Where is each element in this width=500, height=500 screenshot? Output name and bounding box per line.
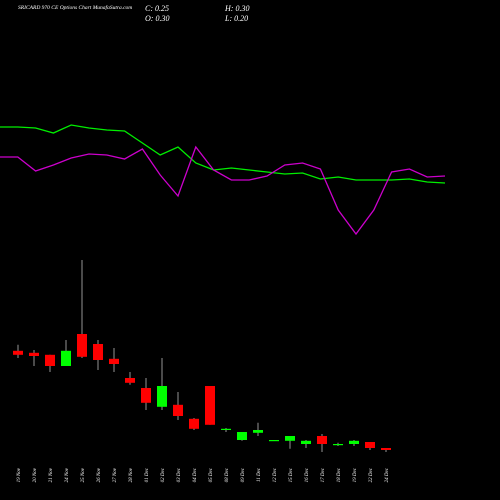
x-tick-label: 20 Nov	[33, 467, 38, 482]
candle-body	[301, 440, 311, 444]
x-tick-label: 04 Dec	[193, 467, 198, 482]
candle-body	[141, 388, 151, 403]
indicator-line	[0, 145, 446, 236]
candle-body	[349, 440, 359, 444]
x-tick-label: 17 Dec	[321, 467, 326, 482]
x-tick-label: 24 Nov	[65, 467, 70, 482]
candle-body	[317, 436, 327, 444]
x-tick-label: 19 Dec	[353, 467, 358, 482]
x-tick-label: 21 Nov	[49, 467, 54, 482]
candle-body	[61, 350, 71, 366]
candle-body	[29, 352, 39, 356]
x-tick-label: 27 Nov	[113, 467, 118, 482]
x-tick-label: 12 Dec	[273, 467, 278, 482]
header-high: H: 0.30	[224, 4, 249, 13]
candle-body	[253, 430, 263, 433]
indicator-line	[0, 124, 446, 184]
candle-body	[269, 440, 279, 442]
candle-body	[189, 418, 199, 429]
x-tick-label: 02 Dec	[161, 467, 166, 482]
x-tick-label: 08 Dec	[225, 467, 230, 482]
x-tick-label: 26 Nov	[97, 467, 102, 482]
x-tick-label: 22 Dec	[369, 467, 374, 482]
x-tick-label: 09 Dec	[241, 467, 246, 482]
x-tick-label: 25 Nov	[81, 467, 86, 482]
candle-body	[237, 432, 247, 440]
candle-body	[77, 334, 87, 357]
candle-body	[205, 386, 215, 425]
x-tick-label: 11 Dec	[257, 467, 262, 482]
x-tick-label: 01 Dec	[145, 467, 150, 482]
x-tick-label: 19 Nov	[17, 467, 22, 482]
x-tick-label: 15 Dec	[289, 467, 294, 482]
x-tick-label: 28 Nov	[129, 467, 134, 482]
header-open: O: 0.30	[145, 14, 169, 23]
candle-body	[173, 404, 183, 416]
candle-body	[381, 448, 391, 450]
chart-title: SRICARD 970 CE Options Chart MunafaSutra…	[18, 4, 132, 11]
candle-body	[45, 354, 55, 366]
candle-body	[109, 358, 119, 364]
header-low: L: 0.20	[224, 14, 248, 23]
candle-body	[285, 436, 295, 441]
x-tick-label: 18 Dec	[337, 467, 342, 482]
x-tick-label: 24 Dec	[385, 467, 390, 482]
candle-body	[221, 428, 231, 430]
header-close: C: 0.25	[145, 4, 169, 13]
candle-body	[157, 386, 167, 407]
x-tick-label: 03 Dec	[177, 467, 182, 482]
candle-body	[333, 444, 343, 446]
x-tick-label: 05 Dec	[209, 467, 214, 482]
candle-body	[93, 344, 103, 360]
candle-body	[125, 378, 135, 383]
candle-body	[13, 350, 23, 355]
x-tick-label: 16 Dec	[305, 467, 310, 482]
candle-body	[365, 442, 375, 448]
